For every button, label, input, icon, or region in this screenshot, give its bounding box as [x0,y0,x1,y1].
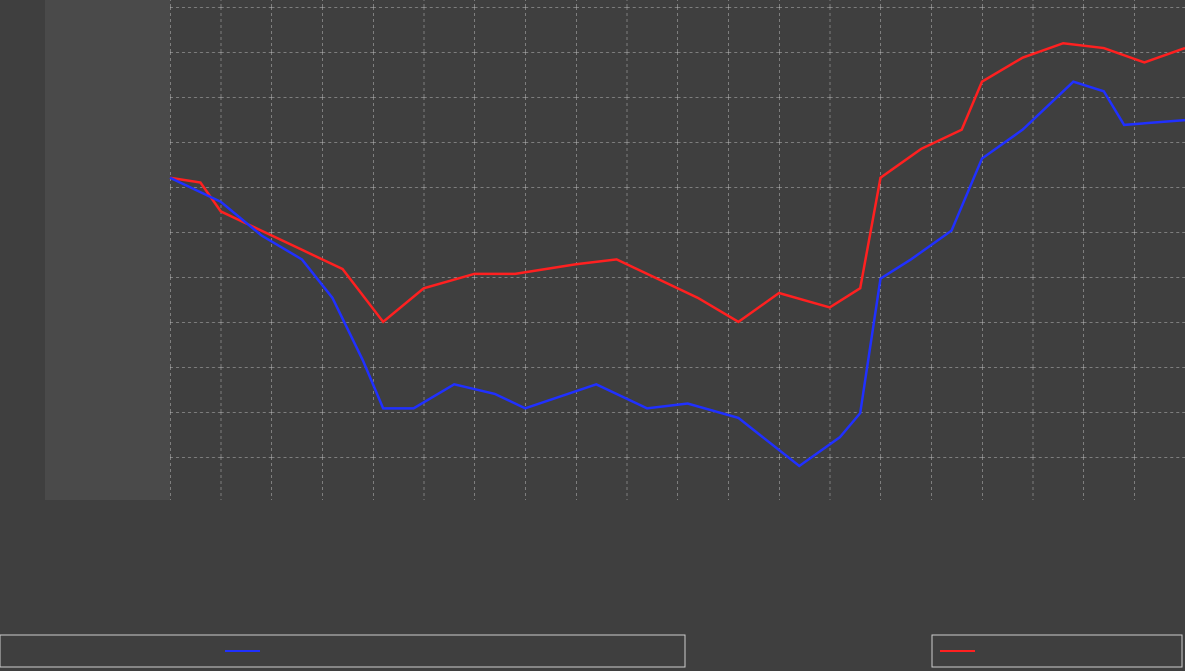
axis-panel [45,0,170,500]
plot-area [169,41,1185,468]
plot-grid [170,0,1185,500]
series-line [169,41,1185,324]
series-line [169,80,1185,468]
legend-box [931,634,1183,668]
legend-box [0,634,686,668]
